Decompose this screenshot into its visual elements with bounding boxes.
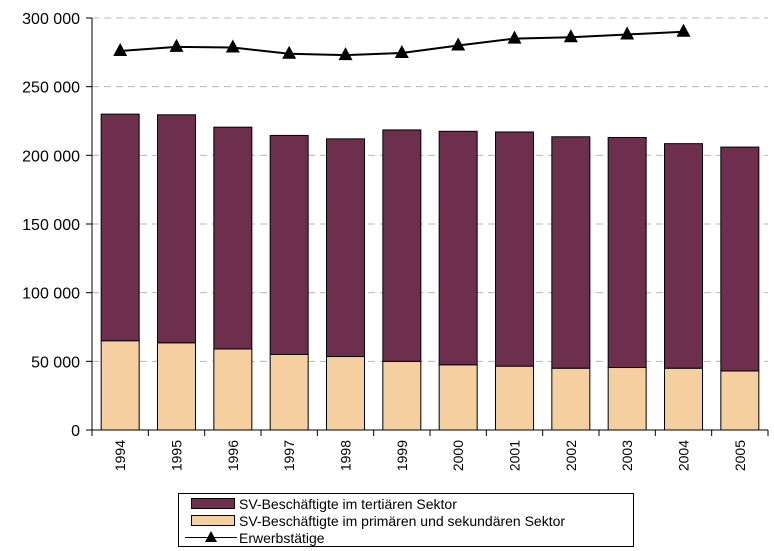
y-tick-label: 100 000 — [22, 286, 80, 303]
x-tick-label: 2000 — [450, 440, 466, 471]
y-tick-label: 250 000 — [22, 80, 80, 97]
erwerbstaetige-marker — [507, 30, 522, 44]
bar-segment-primary-secondary — [100, 340, 140, 431]
bar-segment-tertiary — [269, 134, 309, 355]
x-tick-label: 1999 — [394, 440, 410, 471]
bar-segment-primary-secondary — [720, 370, 760, 431]
x-tick-label: 2001 — [507, 440, 523, 471]
y-tick-label: 0 — [71, 423, 80, 440]
triangle-marker-icon — [205, 531, 217, 542]
y-tick-label: 50 000 — [31, 354, 80, 371]
bar-segment-tertiary — [100, 113, 140, 342]
erwerbstaetige-marker — [113, 42, 128, 56]
y-tick-label: 300 000 — [22, 11, 80, 28]
legend-item-employed: Erwerbstätige — [179, 529, 633, 547]
legend-item-primary: SV-Beschäftigte im primären und sekundär… — [179, 512, 633, 530]
x-tick-label: 1994 — [112, 440, 128, 471]
bar-segment-tertiary — [607, 136, 647, 369]
erwerbstaetige-marker — [451, 37, 466, 51]
bars — [100, 113, 760, 431]
bar-segment-primary-secondary — [269, 353, 309, 431]
x-tick-label: 2002 — [563, 440, 579, 471]
bar-segment-tertiary — [720, 146, 760, 372]
erwerbstaetige-marker — [620, 26, 635, 40]
x-tick-label: 2003 — [619, 440, 635, 471]
bar-segment-tertiary — [664, 143, 703, 369]
bar-segment-tertiary — [213, 126, 253, 350]
bar-segment-primary-secondary — [495, 365, 534, 431]
legend-item-tertiary: SV-Beschäftigte im tertiären Sektor — [179, 495, 633, 513]
x-tick-label: 1997 — [281, 440, 297, 471]
chart: 0 50 000 100 000 150 000 200 000 250 000 300 0… — [22, 11, 769, 471]
erwerbstaetige-line — [113, 23, 691, 61]
x-tick-label: 2004 — [676, 440, 692, 471]
legend-label-primary: SV-Beschäftigte im primären und sekundär… — [239, 513, 566, 529]
erwerbstaetige-marker — [338, 47, 353, 61]
bar-segment-tertiary — [551, 136, 591, 369]
erwerbstaetige-marker — [225, 39, 240, 53]
y-axis-ticks: 0 50 000 100 000 150 000 200 000 250 000 300 0… — [22, 11, 92, 440]
erwerbstaetige-marker — [282, 45, 297, 59]
bar-segment-tertiary — [495, 131, 534, 367]
bar-segment-tertiary — [157, 114, 196, 344]
bar-segment-tertiary — [438, 130, 478, 366]
erwerbstaetige-marker — [676, 23, 691, 37]
bar-segment-tertiary — [382, 129, 422, 362]
bar-segment-primary-secondary — [551, 367, 591, 431]
bar-segment-primary-secondary — [664, 367, 703, 431]
x-tick-label: 1996 — [225, 440, 241, 471]
x-axis-ticks: 1994 1995 1996 1997 1998 1999 2000 2001 2002 2003… — [91, 430, 769, 471]
bar-segment-primary-secondary — [438, 364, 478, 431]
bar-segment-primary-secondary — [157, 342, 196, 431]
legend-label-tertiary: SV-Beschäftigte im tertiären Sektor — [239, 496, 457, 512]
x-tick-label: 2005 — [732, 440, 748, 471]
legend-swatch-primary — [191, 515, 235, 526]
bar-segment-tertiary — [326, 138, 365, 358]
erwerbstaetige-marker — [394, 45, 409, 59]
erwerbstaetige-marker — [563, 29, 578, 43]
bar-segment-primary-secondary — [326, 356, 365, 431]
legend: SV-Beschäftigte im tertiären Sektor SV-B… — [178, 493, 634, 547]
erwerbstaetige-marker — [169, 38, 184, 52]
y-tick-label: 200 000 — [22, 148, 80, 165]
legend-label-employed: Erwerbstätige — [239, 530, 325, 546]
x-tick-label: 1995 — [169, 440, 185, 471]
x-tick-label: 1998 — [338, 440, 354, 471]
bar-segment-primary-secondary — [607, 367, 647, 431]
legend-swatch-tertiary — [191, 498, 235, 509]
gridlines — [92, 17, 768, 362]
bar-segment-primary-secondary — [213, 348, 253, 431]
y-tick-label: 150 000 — [22, 217, 80, 234]
bar-segment-primary-secondary — [382, 360, 422, 431]
